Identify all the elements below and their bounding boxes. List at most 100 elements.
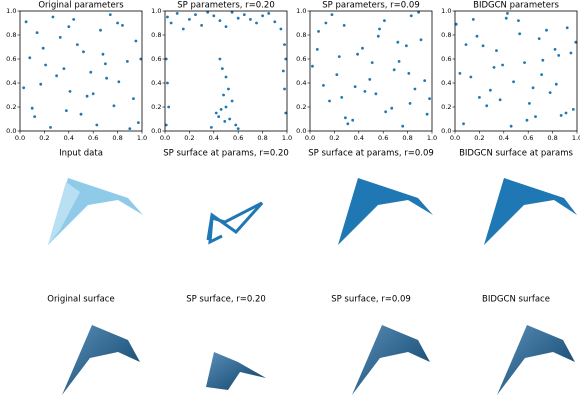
point	[371, 61, 374, 64]
point	[560, 114, 563, 117]
point	[89, 71, 92, 74]
point	[528, 102, 531, 105]
point	[215, 112, 218, 115]
point	[92, 92, 95, 95]
point	[428, 97, 431, 100]
point	[59, 36, 62, 39]
point	[167, 106, 170, 109]
point	[554, 48, 557, 51]
point	[231, 100, 234, 103]
chart-title: SP parameters, r=0.20	[177, 1, 274, 11]
point	[249, 18, 252, 21]
x-tick-label: 0.0	[15, 134, 25, 142]
point	[55, 74, 58, 77]
point	[398, 60, 401, 63]
point	[39, 83, 42, 86]
y-tick-label: 0.6	[441, 55, 451, 63]
point-cloud	[484, 178, 577, 245]
point	[65, 109, 68, 112]
point	[225, 76, 228, 79]
point	[465, 43, 468, 46]
point	[109, 13, 112, 16]
y-tick-label: 0.2	[441, 103, 451, 111]
panel-title: SP surface, r=0.20	[186, 295, 266, 305]
y-tick-label: 0.6	[296, 55, 306, 63]
point	[210, 126, 213, 129]
point	[22, 86, 25, 89]
point	[410, 14, 413, 17]
point	[549, 91, 552, 94]
x-tick-label: 0.6	[378, 134, 388, 142]
panel-title: SP surface, r=0.09	[331, 295, 411, 305]
point	[328, 100, 331, 103]
point	[476, 35, 479, 38]
panel-title: SP surface at params, r=0.09	[308, 149, 434, 159]
point	[121, 24, 124, 27]
point	[384, 110, 387, 113]
point	[99, 29, 102, 32]
point	[49, 126, 52, 129]
point	[113, 104, 116, 107]
point	[170, 22, 173, 25]
point	[541, 59, 544, 62]
surfaces	[62, 325, 575, 395]
y-tick-label: 0.0	[151, 127, 161, 135]
point	[194, 13, 197, 16]
point	[273, 20, 276, 23]
point	[72, 18, 75, 21]
x-tick-label: 0.0	[450, 134, 460, 142]
point	[182, 28, 185, 31]
point	[499, 98, 502, 101]
y-tick-label: 0.0	[296, 127, 306, 135]
point	[557, 54, 560, 57]
point	[405, 44, 408, 47]
surface	[352, 325, 430, 395]
point	[104, 62, 107, 65]
point	[506, 12, 509, 15]
point	[493, 66, 496, 69]
point	[86, 95, 89, 98]
point	[267, 12, 270, 15]
point	[36, 31, 39, 34]
chart-title: BIDGCN parameters	[473, 1, 559, 11]
point	[378, 28, 381, 31]
x-tick-label: 0.8	[402, 134, 412, 142]
y-tick-label: 0.2	[151, 103, 161, 111]
x-tick-label: 1.0	[427, 134, 437, 142]
point	[52, 16, 55, 19]
panel-title: BIDGCN surface	[482, 295, 550, 305]
point	[505, 17, 508, 20]
surface	[62, 325, 140, 395]
y-tick-label: 0.4	[151, 79, 161, 87]
figure: Input data SP surface at params, r=0.20 …	[0, 0, 580, 401]
point	[117, 80, 120, 83]
point	[82, 50, 85, 53]
y-tick-label: 0.8	[441, 31, 451, 39]
point	[135, 40, 138, 43]
point	[324, 22, 327, 25]
point	[225, 25, 228, 28]
point	[322, 84, 325, 87]
x-tick-label: 0.2	[329, 134, 339, 142]
point	[219, 58, 222, 61]
point	[346, 122, 349, 125]
x-tick-label: 0.8	[547, 134, 557, 142]
point	[538, 37, 541, 40]
point	[95, 124, 98, 127]
point	[31, 107, 34, 110]
point	[128, 127, 131, 130]
axes-frame	[310, 11, 432, 131]
y-tick-label: 1.0	[441, 7, 451, 15]
point	[228, 118, 231, 121]
point	[566, 26, 569, 29]
point	[420, 38, 423, 41]
point	[227, 88, 230, 91]
point-cloud	[208, 203, 262, 242]
point	[572, 108, 575, 111]
x-tick-label: 1.0	[137, 134, 147, 142]
point	[311, 65, 314, 68]
chart-title: Original parameters	[38, 1, 124, 11]
point	[545, 29, 548, 32]
point	[534, 115, 537, 118]
y-tick-label: 0.2	[6, 103, 16, 111]
